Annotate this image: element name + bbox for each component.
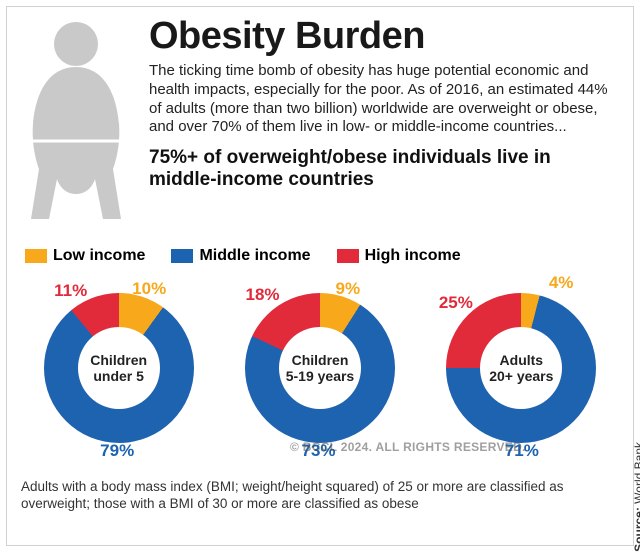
obese-person-icon (21, 19, 131, 229)
pct-high: 25% (439, 293, 473, 313)
legend-low-label: Low income (53, 247, 145, 265)
highlight-stat: 75%+ of overweight/obese individuals liv… (149, 147, 619, 191)
pct-high: 11% (54, 281, 87, 301)
donut-center-label: Adults20+ years (480, 327, 562, 409)
swatch-low (25, 249, 47, 263)
watermark: © BCCL 2024. ALL RIGHTS RESERVED. (290, 440, 526, 454)
donut-center-label: Children5-19 years (279, 327, 361, 409)
swatch-mid (171, 249, 193, 263)
intro-paragraph: The ticking time bomb of obesity has hug… (149, 62, 619, 137)
page-title: Obesity Burden (149, 15, 619, 58)
pct-mid: 79% (100, 441, 134, 461)
donut-center-label: Childrenunder 5 (78, 327, 160, 409)
legend-high: High income (337, 247, 461, 265)
pct-high: 18% (245, 285, 279, 305)
legend-mid: Middle income (171, 247, 310, 265)
donut-charts-row: Childrenunder 5 10% 79% 11% Children5-19 yea… (21, 275, 619, 465)
pct-low: 4% (549, 273, 574, 293)
donut-0: Childrenunder 5 10% 79% 11% (26, 275, 211, 465)
donut-2: Adults20+ years4%71%25% (429, 275, 614, 465)
legend-high-label: High income (365, 247, 461, 265)
legend: Low income Middle income High income (21, 247, 619, 265)
pct-low: 9% (335, 279, 360, 299)
donut-1: Children5-19 years9%73%18% (227, 275, 412, 465)
legend-mid-label: Middle income (199, 247, 310, 265)
pct-low: 10% (132, 279, 166, 299)
footnote: Adults with a body mass index (BMI; weig… (21, 479, 619, 513)
swatch-high (337, 249, 359, 263)
legend-low: Low income (25, 247, 145, 265)
source-credit: Source: World Bank (632, 442, 640, 552)
